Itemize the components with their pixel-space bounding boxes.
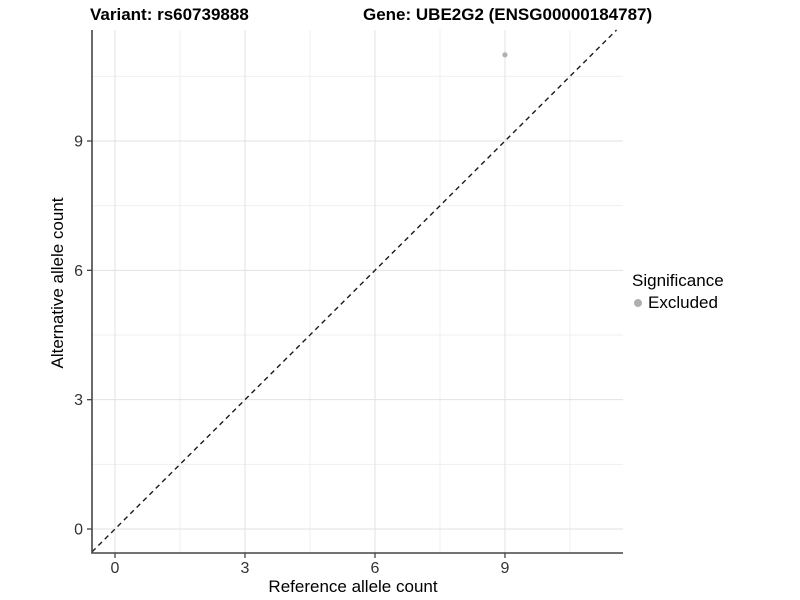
legend-title: Significance bbox=[632, 271, 724, 290]
y-tick-label: 6 bbox=[74, 263, 83, 280]
y-tick-label: 9 bbox=[74, 134, 83, 151]
x-tick-label: 3 bbox=[241, 560, 250, 577]
y-tick-label: 0 bbox=[74, 522, 83, 539]
gene-title: Gene: UBE2G2 (ENSG00000184787) bbox=[363, 5, 653, 24]
x-tick-label: 9 bbox=[501, 560, 510, 577]
x-tick-label: 6 bbox=[371, 560, 380, 577]
variant-title: Variant: rs60739888 bbox=[90, 5, 249, 24]
identity-dashed-line bbox=[91, 29, 618, 553]
data-point bbox=[502, 52, 508, 58]
y-axis-title: Alternative allele count bbox=[48, 197, 67, 369]
x-axis-title: Reference allele count bbox=[268, 577, 438, 596]
legend-item-excluded: Excluded bbox=[632, 293, 724, 313]
legend: Significance Excluded bbox=[632, 271, 724, 313]
x-tick-label: 0 bbox=[111, 560, 120, 577]
legend-item-label: Excluded bbox=[648, 293, 718, 312]
excluded-point-icon bbox=[634, 299, 642, 307]
y-tick-label: 3 bbox=[74, 392, 83, 409]
